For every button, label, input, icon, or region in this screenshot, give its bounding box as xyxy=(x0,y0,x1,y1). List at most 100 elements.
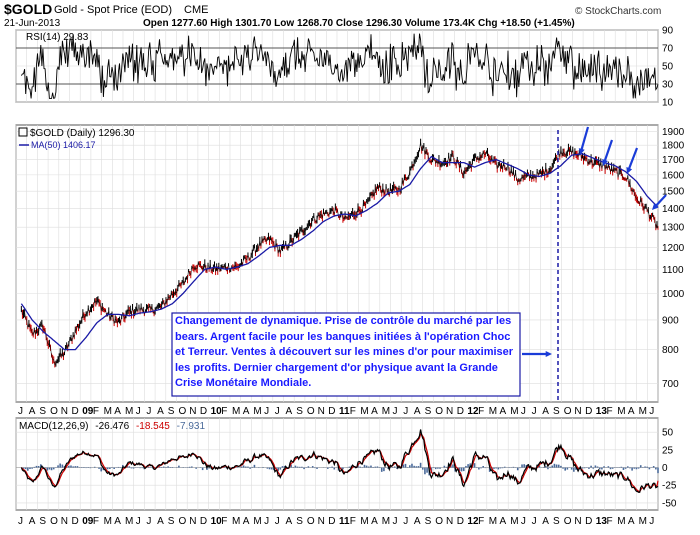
macd-x-tick-label: A xyxy=(542,516,549,527)
macd-x-tick-label: D xyxy=(585,516,592,527)
price-x-tick-label: D xyxy=(585,406,592,417)
macd-x-tick-label: S xyxy=(425,516,432,527)
price-tick-label: 1400 xyxy=(662,204,685,215)
macd-x-tick-label: M xyxy=(360,516,368,527)
macd-x-tick-label: A xyxy=(628,516,635,527)
rsi-tick-label: 50 xyxy=(662,62,674,73)
price-line xyxy=(21,142,659,366)
histogram-value: -7.931 xyxy=(177,421,206,432)
macd-x-tick-label: 09 xyxy=(82,516,94,527)
price-tick-label: 1200 xyxy=(662,243,685,254)
signal-value: -18.545 xyxy=(136,421,170,432)
macd-x-tick-label: 10 xyxy=(211,516,223,527)
arrow-head xyxy=(545,351,552,357)
annotation-container: Changement de dynamique. Prise de contrô… xyxy=(175,315,513,389)
macd-x-tick-label: J xyxy=(521,516,526,527)
price-x-tick-label: M xyxy=(510,406,518,417)
macd-x-tick-label: M xyxy=(489,516,497,527)
annotation-arrow xyxy=(626,147,639,174)
macd-x-tick-label: M xyxy=(617,516,625,527)
macd-x-tick-label: A xyxy=(157,516,164,527)
macd-x-tick-label: A xyxy=(500,516,507,527)
arrow-shaft xyxy=(653,194,667,208)
price-tick-label: 900 xyxy=(662,315,679,326)
macd-x-tick-label: O xyxy=(435,516,443,527)
price-x-tick-label: M xyxy=(617,406,625,417)
price-x-tick-label: O xyxy=(307,406,315,417)
chart-date: 21-Jun-2013 xyxy=(4,18,61,29)
price-x-tick-label: J xyxy=(146,406,151,417)
price-tick-label: 1800 xyxy=(662,141,685,152)
macd-x-tick-label: N xyxy=(189,516,196,527)
price-x-tick-label: F xyxy=(350,406,356,417)
price-tick-label: 1100 xyxy=(662,265,684,276)
ma50-line xyxy=(20,153,659,351)
rsi-tick-label: 30 xyxy=(662,80,674,91)
price-x-tick-label: J xyxy=(136,406,141,417)
price-legend: $GOLD (Daily) 1296.30 MA(50) 1406.17 xyxy=(18,127,135,150)
macd-x-tick-label: O xyxy=(50,516,58,527)
price-x-tick-label: 12 xyxy=(467,406,479,417)
price-x-tick-label: N xyxy=(189,406,196,417)
watermark: © StockCharts.com xyxy=(575,6,661,17)
macd-x-tick-label: J xyxy=(146,516,151,527)
price-x-tick-label: M xyxy=(125,406,133,417)
price-x-tick-label: A xyxy=(542,406,549,417)
price-x-tick-label: N xyxy=(61,406,68,417)
price-x-tick-label: O xyxy=(179,406,187,417)
price-x-tick-label: N xyxy=(574,406,581,417)
macd-tick-label: -25 xyxy=(662,481,677,492)
price-x-tick-label: F xyxy=(221,406,227,417)
exchange-label: CME xyxy=(184,4,208,16)
macd-x-tick-label: M xyxy=(253,516,261,527)
price-x-tick-label: J xyxy=(403,406,408,417)
rsi-line xyxy=(21,33,659,100)
price-x-tick-label: J xyxy=(264,406,269,417)
macd-x-tick-label: J xyxy=(649,516,654,527)
instrument-name: Gold - Spot Price (EOD) xyxy=(54,4,172,16)
price-x-tick-label: A xyxy=(371,406,378,417)
macd-x-tick-label: O xyxy=(179,516,187,527)
price-x-tick-label: D xyxy=(457,406,464,417)
macd-x-tick-label: M xyxy=(639,516,647,527)
price-x-tick-label: N xyxy=(446,406,453,417)
annotation-arrow xyxy=(652,194,667,210)
macd-x-tick-label: D xyxy=(200,516,207,527)
price-x-tick-label: M xyxy=(639,406,647,417)
macd-x-tick-label: 12 xyxy=(467,516,479,527)
macd-x-tick-label: D xyxy=(72,516,79,527)
rsi-tick-label: 90 xyxy=(662,26,674,37)
macd-x-tick-label: M xyxy=(232,516,240,527)
price-x-tick-label: A xyxy=(286,406,293,417)
price-x-tick-label: M xyxy=(253,406,261,417)
price-x-tick-label: A xyxy=(628,406,635,417)
macd-x-tick-label: F xyxy=(350,516,356,527)
price-x-tick-label: S xyxy=(425,406,432,417)
macd-x-tick-label: O xyxy=(307,516,315,527)
price-x-tick-label: M xyxy=(382,406,390,417)
price-x-tick-label: D xyxy=(72,406,79,417)
price-tick-label: 1300 xyxy=(662,223,685,234)
price-x-tick-label: A xyxy=(157,406,164,417)
macd-x-tick-label: M xyxy=(104,516,112,527)
macd-x-tick-label: A xyxy=(371,516,378,527)
price-x-tick-label: S xyxy=(39,406,46,417)
macd-x-tick-label: J xyxy=(532,516,537,527)
price-x-tick-label: J xyxy=(275,406,280,417)
arrow-head xyxy=(578,148,585,155)
price-x-tick-label: O xyxy=(50,406,58,417)
macd-x-tick-label: F xyxy=(478,516,484,527)
price-tick-label: 1500 xyxy=(662,187,685,198)
price-x-tick-label: J xyxy=(532,406,537,417)
price-x-tick-label: 13 xyxy=(596,406,608,417)
price-x-tick-label: O xyxy=(564,406,572,417)
price-x-tick-label: A xyxy=(243,406,250,417)
macd-x-tick-label: S xyxy=(168,516,175,527)
macd-x-tick-label: J xyxy=(275,516,280,527)
price-x-tick-label: M xyxy=(104,406,112,417)
macd-x-tick-label: A xyxy=(286,516,293,527)
price-tick-label: 1900 xyxy=(662,127,685,138)
price-x-tick-label: A xyxy=(114,406,121,417)
macd-line xyxy=(20,429,659,493)
price-tick-label: 1700 xyxy=(662,155,685,166)
